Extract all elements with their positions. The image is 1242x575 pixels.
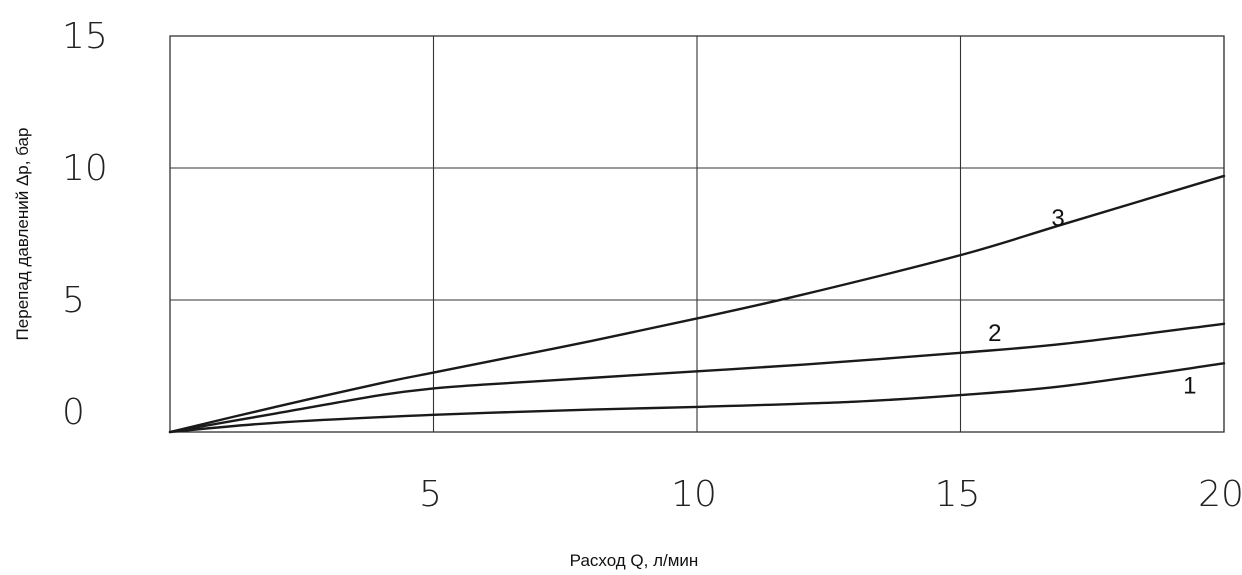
x-tick-label-20: 20 (1198, 474, 1242, 515)
x-tick-label-10: 10 (671, 474, 717, 515)
series-line-1 (168, 362, 1226, 434)
y-tick-label-5: 5 (62, 280, 85, 321)
x-tick-labels: 5 10 15 20 (419, 474, 1242, 515)
x-tick-label-5: 5 (419, 474, 442, 515)
x-tick-label-15: 15 (935, 474, 981, 515)
y-tick-label-15: 15 (62, 16, 108, 57)
y-tick-label-0: 0 (62, 392, 85, 433)
series-lines (168, 174, 1226, 434)
curve-labels: 1 2 3 (988, 205, 1196, 400)
series-line-2 (168, 322, 1226, 434)
y-tick-label-10: 10 (62, 148, 108, 189)
series-label-1: 1 (1183, 373, 1196, 400)
grid (169, 35, 1225, 433)
series-line-3 (168, 174, 1226, 434)
series-label-3: 3 (1051, 205, 1064, 232)
y-tick-labels: 0 5 10 15 (62, 16, 108, 433)
y-axis-label: Перепад давлений Δp, бар (13, 128, 32, 341)
x-axis-label: Расход Q, л/мин (570, 551, 699, 570)
series-label-2: 2 (988, 320, 1001, 347)
